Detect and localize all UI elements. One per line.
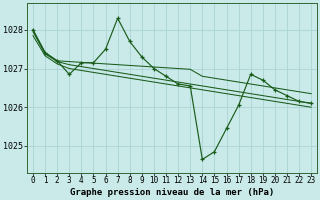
X-axis label: Graphe pression niveau de la mer (hPa): Graphe pression niveau de la mer (hPa) bbox=[70, 188, 274, 197]
